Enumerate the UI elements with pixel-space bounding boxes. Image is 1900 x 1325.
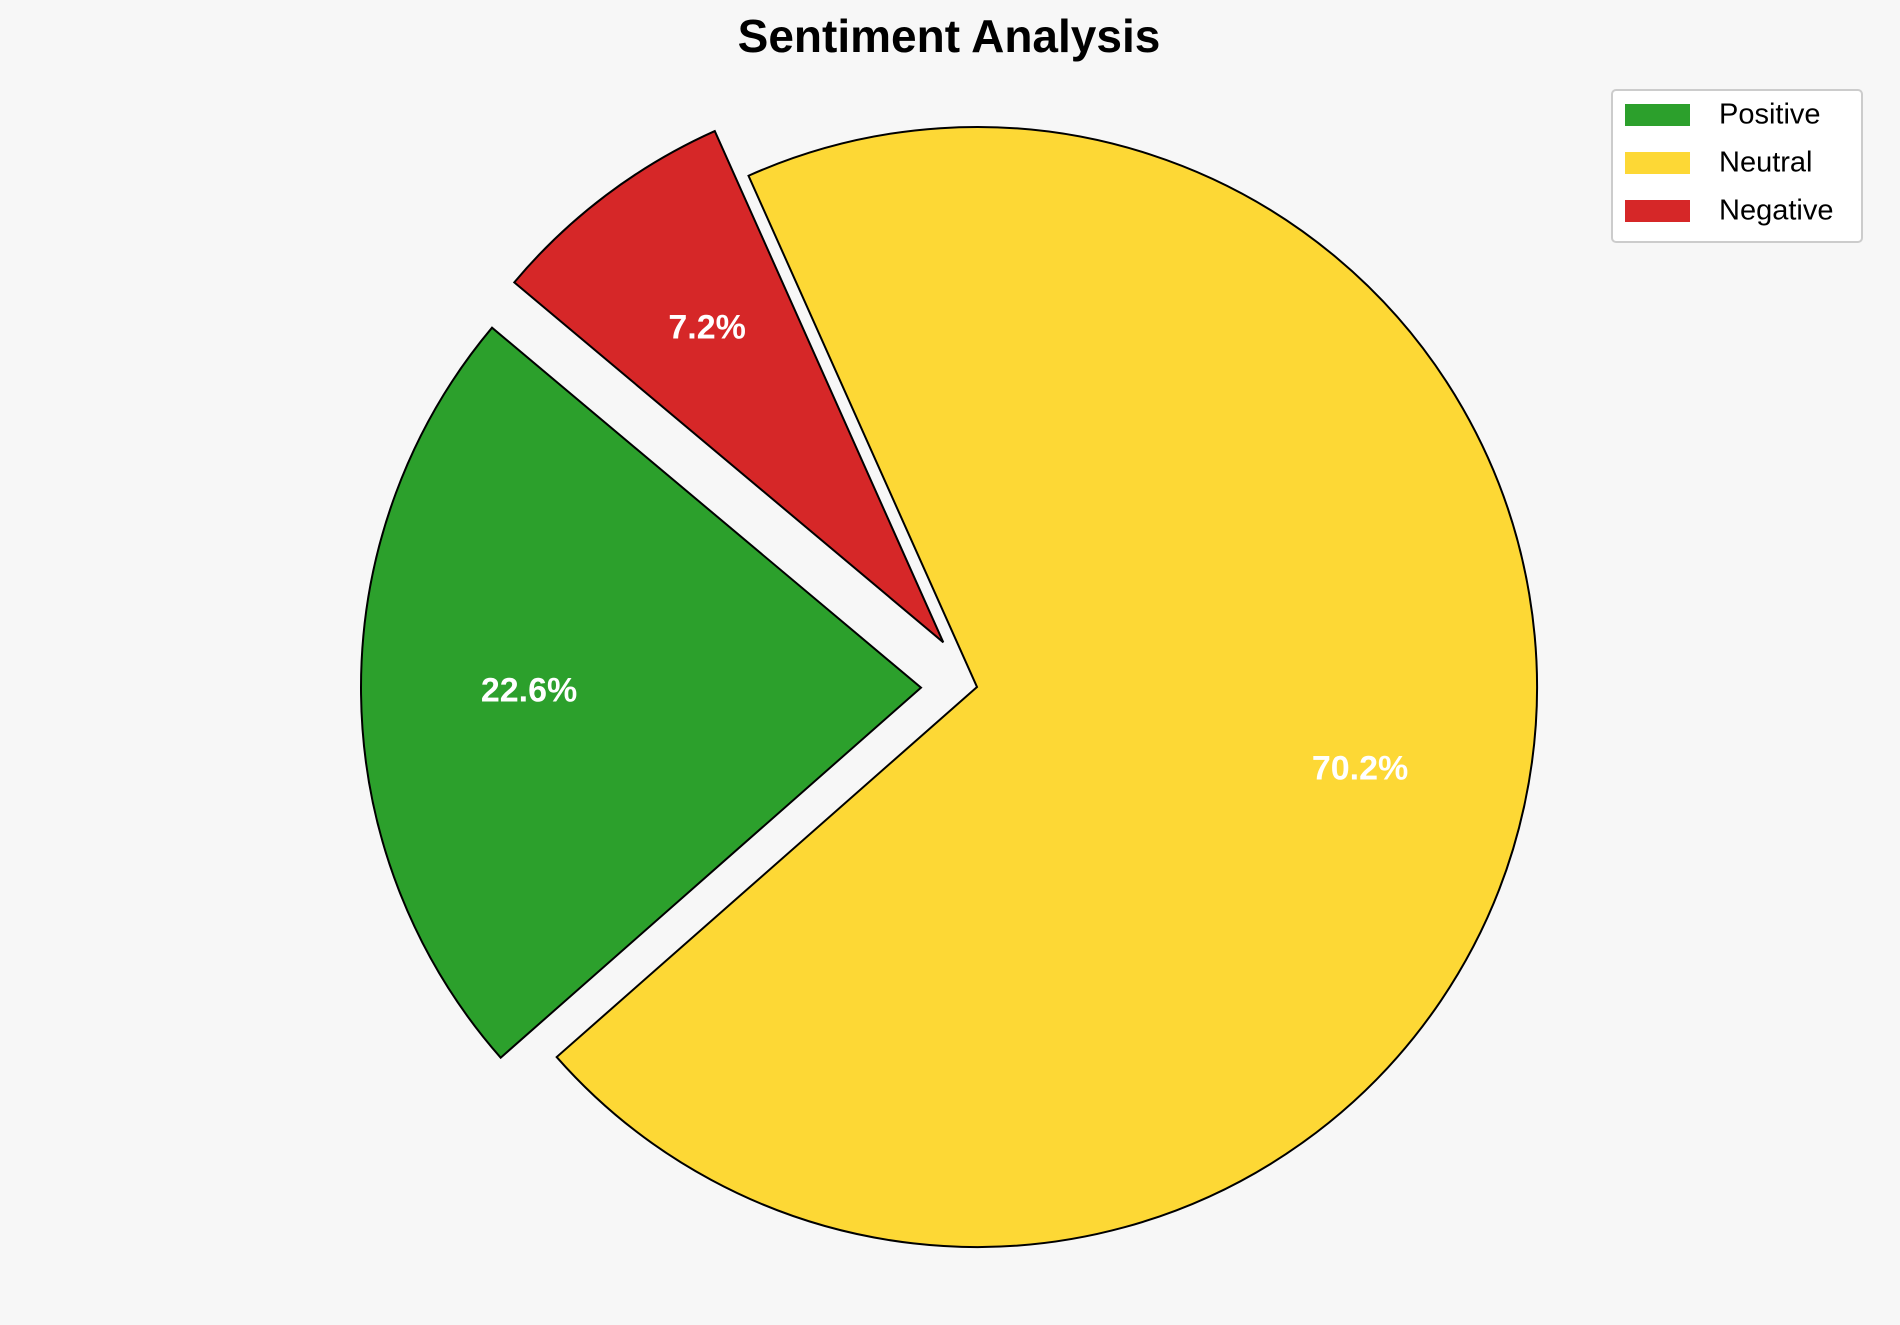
pie-slice bbox=[555, 125, 1538, 1248]
pie-slice bbox=[512, 129, 945, 644]
chart-title: Sentiment Analysis bbox=[738, 10, 1161, 62]
legend-swatch bbox=[1625, 200, 1690, 222]
legend: Positive Neutral Negative bbox=[1611, 89, 1863, 243]
slice-label: 70.2% bbox=[1312, 749, 1408, 787]
legend-label: Negative bbox=[1719, 195, 1833, 227]
pie-slice bbox=[360, 326, 923, 1060]
slice-label: 7.2% bbox=[668, 308, 746, 346]
slice-label: 22.6% bbox=[481, 671, 577, 709]
legend-label: Positive bbox=[1719, 99, 1821, 131]
legend-swatch bbox=[1625, 152, 1690, 174]
legend-label: Neutral bbox=[1719, 147, 1813, 179]
pie: 22.6% 70.2% 7.2% bbox=[360, 125, 1538, 1248]
legend-swatch bbox=[1625, 104, 1690, 126]
